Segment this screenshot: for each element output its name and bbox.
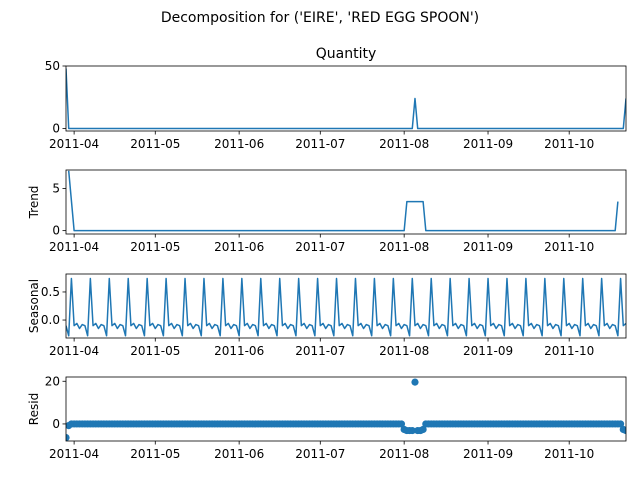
y-tick-label: 0: [52, 224, 60, 238]
y-tick-label: 0: [52, 417, 60, 431]
x-tick-label: 2011-06: [214, 447, 264, 461]
plot-area-4: [66, 378, 626, 441]
x-tick-label: 2011-07: [295, 240, 345, 254]
panel-3: 0.0 0.5 2011-04 2011-05 2011-06 2011-07 2011-0…: [27, 273, 627, 358]
panel-title: Quantity: [316, 46, 377, 62]
resid-point: [616, 420, 625, 428]
resid-point: [622, 426, 626, 435]
series-line-2: [67, 170, 619, 232]
x-tick-label: 2011-05: [130, 137, 180, 151]
x-tick-label: 2011-09: [463, 447, 513, 461]
panel-1: 0 50 2011-04 2011-05 2011-06 2011-07 2011-08 20…: [45, 46, 627, 151]
axes-frame-1: [65, 65, 627, 132]
series-line-3: [66, 277, 626, 337]
x-tick-label: 2011-05: [130, 447, 180, 461]
panel-4: 0 20 2011-04 2011-05 2011-06 2011-07 2011-08 20…: [27, 374, 627, 461]
x-tick-label: 2011-08: [379, 447, 429, 461]
y-tick-label: 50: [45, 59, 60, 73]
x-tick-label: 2011-08: [379, 137, 429, 151]
y-tick-label: 20: [45, 374, 60, 388]
figure-suptitle: Decomposition for ('EIRE', 'RED EGG SPOO…: [161, 10, 479, 26]
x-tick-label: 2011-04: [49, 344, 99, 358]
x-tick-label: 2011-10: [544, 344, 594, 358]
resid-point: [397, 420, 406, 428]
axes-frame-4: [65, 376, 627, 442]
y-tick-label: 5: [52, 182, 60, 196]
x-tick-label: 2011-06: [214, 137, 264, 151]
resid-point: [411, 378, 419, 386]
resid-point: [66, 433, 70, 441]
x-tick-label: 2011-05: [130, 344, 180, 358]
x-tick-label: 2011-07: [295, 447, 345, 461]
x-tick-label: 2011-08: [379, 240, 429, 254]
x-tick-label: 2011-09: [463, 137, 513, 151]
x-tick-label: 2011-05: [130, 240, 180, 254]
y-axis-label: Resid: [27, 393, 41, 425]
x-tick-label: 2011-08: [379, 344, 429, 358]
x-tick-label: 2011-06: [214, 240, 264, 254]
panel-2: 0 5 2011-04 2011-05 2011-06 2011-07 2011-08 201…: [27, 169, 627, 254]
x-tick-label: 2011-10: [544, 240, 594, 254]
y-tick-label: 0: [52, 122, 60, 136]
y-tick-label: 0.5: [41, 285, 60, 299]
y-axis-label: Trend: [27, 186, 41, 220]
resid-point: [419, 425, 427, 434]
x-tick-label: 2011-09: [463, 344, 513, 358]
x-tick-label: 2011-04: [49, 447, 99, 461]
plot-area-2: [67, 170, 619, 232]
x-tick-label: 2011-10: [544, 137, 594, 151]
x-tick-label: 2011-10: [544, 447, 594, 461]
plot-area-1: [66, 68, 626, 130]
axes-frame-3: [65, 273, 627, 339]
x-tick-label: 2011-04: [49, 240, 99, 254]
y-axis-label: Seasonal: [27, 279, 41, 333]
resid-point: [408, 426, 416, 435]
x-tick-label: 2011-07: [295, 137, 345, 151]
axes-frame-2: [65, 169, 627, 235]
x-tick-label: 2011-07: [295, 344, 345, 358]
plot-area-3: [66, 277, 626, 337]
x-tick-label: 2011-09: [463, 240, 513, 254]
series-line-1: [66, 68, 626, 130]
x-tick-label: 2011-04: [49, 137, 99, 151]
y-tick-label: 0.0: [41, 313, 60, 327]
x-tick-label: 2011-06: [214, 344, 264, 358]
